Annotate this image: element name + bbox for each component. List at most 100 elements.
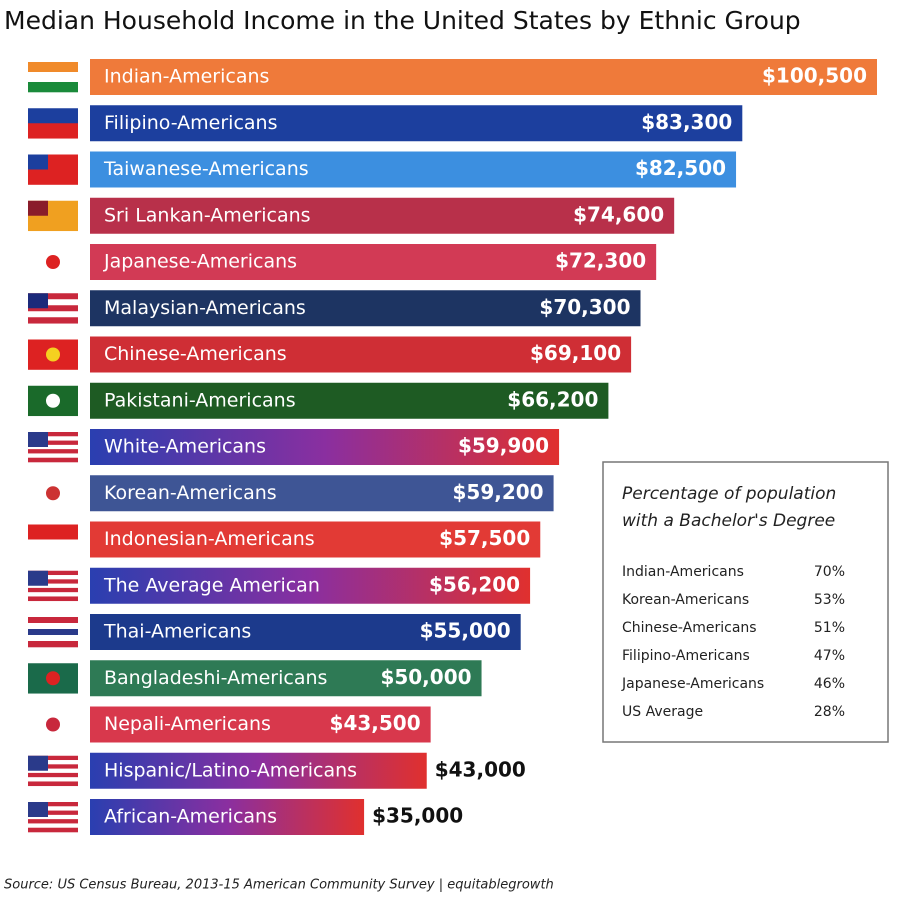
- value-label: $66,200: [507, 387, 598, 411]
- flag-stripe: [28, 827, 78, 833]
- value-label: $59,900: [458, 434, 549, 458]
- flag-stripe: [28, 82, 78, 93]
- flag-stripe: [28, 755, 78, 761]
- chart-title: Median Household Income in the United St…: [4, 6, 801, 35]
- flag-stripe: [28, 583, 78, 589]
- bar: [90, 105, 743, 142]
- bar: [90, 197, 675, 234]
- flag-stripe: [28, 810, 78, 816]
- bar-label: African-Americans: [104, 806, 277, 828]
- value-label: $43,500: [330, 711, 421, 735]
- value-label: $55,000: [420, 619, 511, 643]
- inset-percent: 53%: [814, 592, 845, 608]
- value-label: $50,000: [380, 665, 471, 689]
- flag-stripe: [28, 62, 78, 73]
- value-label: $100,500: [762, 64, 867, 88]
- flag-stripe: [28, 311, 78, 318]
- bar-label: Bangladeshi-Americans: [104, 667, 327, 689]
- inset-percent: 51%: [814, 620, 845, 636]
- value-label: $35,000: [372, 804, 463, 828]
- bar-label: Thai-Americans: [103, 621, 251, 643]
- flag-stripe: [28, 641, 78, 648]
- flag-stripe: [28, 781, 78, 787]
- bar: [90, 336, 632, 373]
- bar: [90, 660, 482, 697]
- flag-stripe: [28, 440, 78, 446]
- bar-label: Sri Lankan-Americans: [104, 204, 311, 226]
- flag-stripe: [28, 823, 78, 829]
- flag-emblem: [46, 671, 60, 686]
- bar-label: The Average American: [103, 574, 320, 596]
- flag-stripe: [28, 539, 78, 555]
- flag-canton: [28, 293, 48, 309]
- flag-emblem: [46, 717, 60, 732]
- flag-stripe: [28, 764, 78, 769]
- flag-canton: [28, 154, 48, 170]
- bar-label: Hispanic/Latino-Americans: [104, 759, 357, 781]
- bar: [90, 244, 657, 280]
- flag-stripe: [28, 305, 78, 312]
- flag-stripe: [28, 453, 78, 459]
- value-label: $56,200: [429, 572, 520, 596]
- flag-stripe: [28, 72, 78, 83]
- value-label: $83,300: [641, 110, 732, 134]
- flag-stripe: [28, 317, 78, 324]
- inset-group: Filipino-Americans: [622, 648, 750, 664]
- flag-stripe: [28, 768, 78, 774]
- value-label: $74,600: [573, 202, 664, 226]
- bar-label: Taiwanese-Americans: [103, 158, 309, 180]
- flag-stripe: [28, 123, 78, 139]
- flag-stripe: [28, 814, 78, 820]
- inset-group: Indian-Americans: [622, 564, 744, 580]
- flag-stripe: [28, 777, 78, 782]
- flag-stripe: [28, 436, 78, 441]
- flag-stripe: [28, 570, 78, 576]
- flag-stripe: [28, 760, 78, 765]
- flag-stripe: [28, 457, 78, 463]
- inset-title: with a Bachelor's Degree: [622, 511, 835, 531]
- bar: [90, 706, 431, 743]
- bar: [90, 290, 641, 327]
- flag-stripe: [28, 108, 78, 124]
- inset-box: [602, 461, 889, 743]
- bar: [90, 567, 531, 604]
- value-label: $82,500: [635, 156, 726, 180]
- inset-title: Percentage of population: [622, 484, 836, 504]
- flag-stripe: [28, 819, 78, 824]
- flag-stripe: [28, 596, 78, 602]
- flag-canton: [28, 432, 48, 447]
- inset-percent: 46%: [814, 676, 845, 692]
- flag-canton: [28, 802, 48, 817]
- value-label: $59,200: [452, 480, 543, 504]
- inset-group: Japanese-Americans: [621, 676, 764, 692]
- bar: [90, 521, 541, 558]
- flag-canton: [28, 200, 48, 216]
- bar: [90, 59, 877, 95]
- flag-stripe: [28, 524, 78, 540]
- source: Source: US Census Bureau, 2013-15 Americ…: [4, 878, 554, 893]
- flag-stripe: [28, 617, 78, 624]
- bar-label: Indian-Americans: [104, 66, 269, 88]
- inset-group: Chinese-Americans: [622, 620, 757, 636]
- value-label: $69,100: [530, 341, 621, 365]
- flag-emblem: [46, 347, 60, 362]
- value-label: $72,300: [555, 249, 646, 273]
- inset-group: Korean-Americans: [622, 592, 749, 608]
- bar-label: Korean-Americans: [104, 482, 277, 504]
- flag-stripe: [28, 293, 78, 300]
- value-label: $43,000: [435, 757, 526, 781]
- flag-stripe: [28, 635, 78, 642]
- flag-canton: [28, 755, 48, 771]
- flag-stripe: [28, 587, 78, 593]
- flag-stripe: [28, 772, 78, 778]
- flag-stripe: [28, 299, 78, 306]
- flag-emblem: [46, 393, 60, 408]
- flag-stripe: [28, 592, 78, 597]
- flag-stripe: [28, 575, 78, 580]
- bar-label: Indonesian-Americans: [104, 528, 315, 550]
- flag-canton: [28, 570, 48, 586]
- bar: [90, 429, 560, 465]
- bar: [90, 752, 427, 789]
- bar: [90, 382, 609, 419]
